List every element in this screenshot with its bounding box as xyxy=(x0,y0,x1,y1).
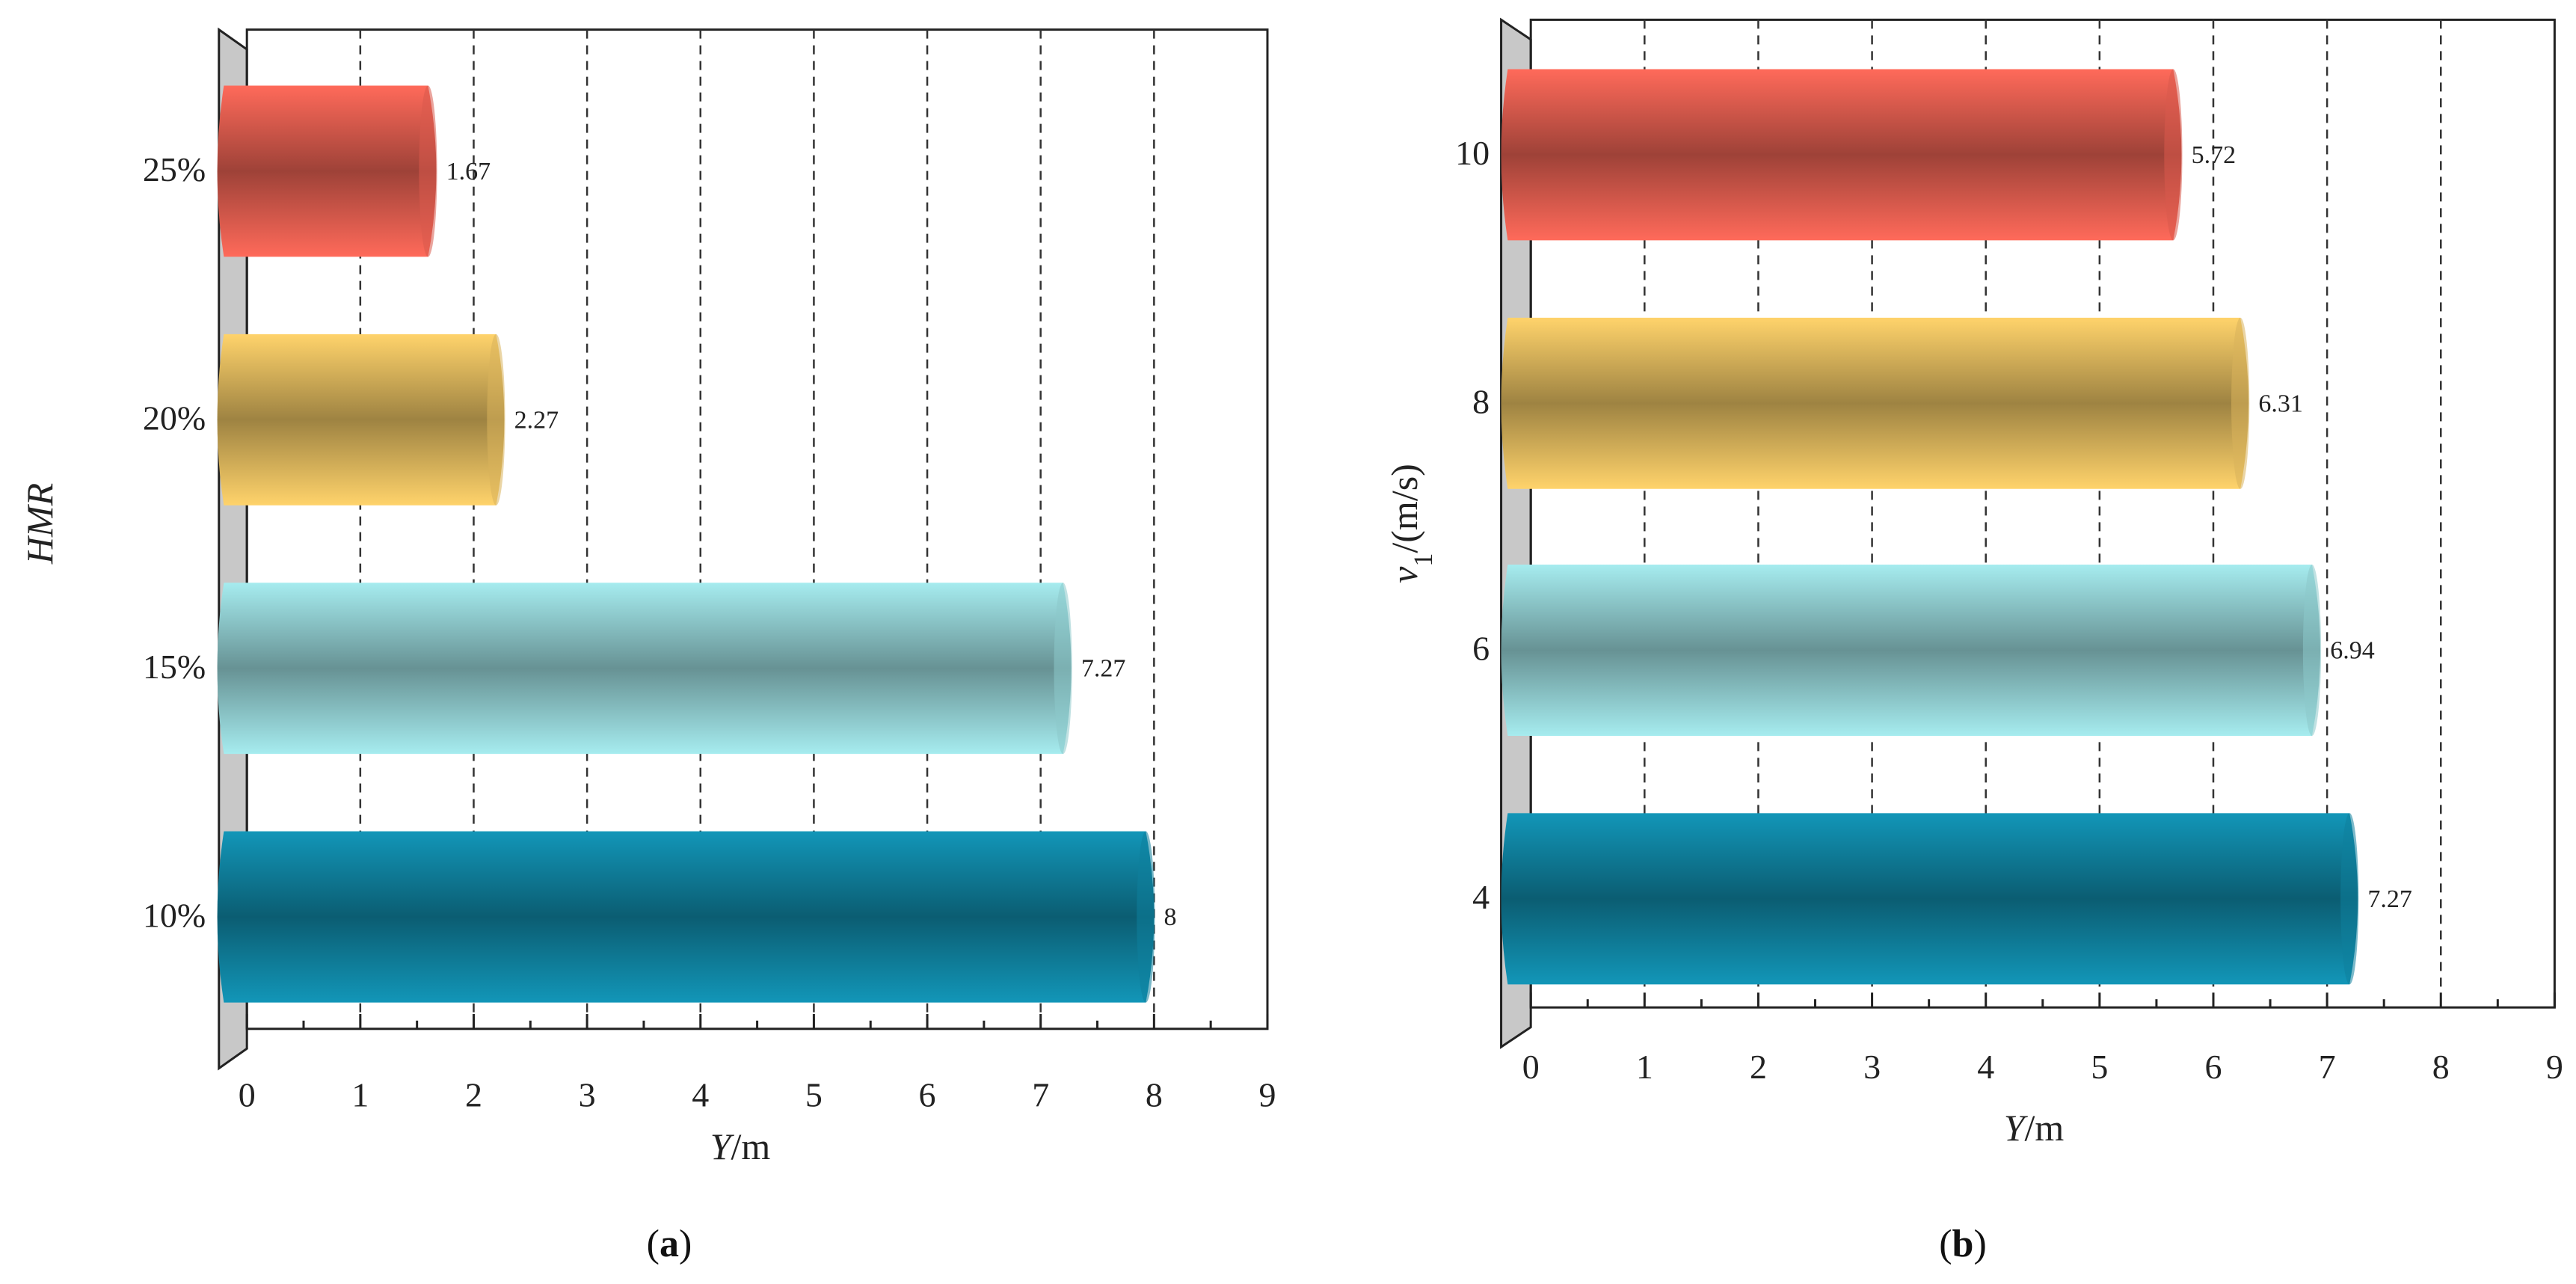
bar-cap-a xyxy=(1137,831,1155,1003)
value-label-b: 6.31 xyxy=(2258,390,2303,417)
category-label-a: 25% xyxy=(143,150,206,188)
bar-cap-b xyxy=(2231,317,2250,489)
x-tick-label-a: 4 xyxy=(692,1075,709,1113)
x-tick-label-b: 8 xyxy=(2432,1048,2450,1086)
bar-cap-b xyxy=(2340,813,2359,985)
chart-panel-b: v1/(m/s) Y/m (b) 0 1 2 3 4 5 6 7 8 9 5.72 10 6.31 8 6.… xyxy=(1383,17,2563,1265)
x-tick-label-b: 2 xyxy=(1750,1048,1767,1086)
value-label-b: 5.72 xyxy=(2192,141,2237,169)
x-tick-label-a: 0 xyxy=(239,1075,256,1113)
bar-cap-a xyxy=(1054,583,1072,755)
x-tick-label-a: 8 xyxy=(1146,1075,1163,1113)
category-label-b: 6 xyxy=(1472,630,1490,668)
value-label-b: 6.94 xyxy=(2330,637,2375,665)
bar-a-15% xyxy=(217,583,1072,755)
x-tick-label-b: 0 xyxy=(1522,1048,1540,1086)
x-tick-label-b: 9 xyxy=(2546,1048,2563,1086)
axis-back-wall-b xyxy=(1500,17,1532,1049)
x-tick-label-a: 6 xyxy=(919,1075,936,1113)
bar-cap-b xyxy=(2164,69,2183,241)
category-label-b: 4 xyxy=(1472,878,1490,916)
bar-b-8 xyxy=(1501,317,2249,489)
category-label-a: 15% xyxy=(143,648,206,686)
value-label-b: 7.27 xyxy=(2367,885,2412,913)
x-tick-label-a: 7 xyxy=(1032,1075,1049,1113)
axis-back-wall-a xyxy=(218,27,248,1071)
bar-cap-a xyxy=(419,85,437,257)
category-label-a: 20% xyxy=(143,399,206,437)
x-tick-label-a: 1 xyxy=(351,1075,369,1113)
x-tick-label-a: 5 xyxy=(805,1075,823,1113)
bar-a-10% xyxy=(217,831,1155,1003)
value-label-a: 8 xyxy=(1164,903,1177,931)
x-axis-title-b: Y/m xyxy=(2004,1107,2065,1149)
x-tick-label-a: 2 xyxy=(465,1075,482,1113)
x-tick-label-b: 1 xyxy=(1636,1048,1653,1086)
x-tick-label-a: 9 xyxy=(1258,1075,1276,1113)
x-axis-title-a: Y/m xyxy=(710,1125,771,1167)
bar-cap-b xyxy=(2302,565,2322,736)
category-label-b: 8 xyxy=(1472,383,1490,421)
caption-b: (b) xyxy=(1939,1223,1987,1265)
bar-cap-a xyxy=(487,334,505,506)
caption-a: (a) xyxy=(647,1223,692,1265)
bar-a-25% xyxy=(217,85,437,257)
bar-b-4 xyxy=(1501,813,2358,985)
chart-panel-a: HMR Y/m (a) 0 1 2 3 4 5 6 7 8 9 1.67 25% 2.27 20% 7.27… xyxy=(19,27,1276,1265)
x-tick-label-b: 7 xyxy=(2319,1048,2336,1086)
x-tick-label-b: 5 xyxy=(2091,1048,2108,1086)
x-tick-label-a: 3 xyxy=(579,1075,596,1113)
value-label-a: 7.27 xyxy=(1081,655,1126,683)
y-axis-title-a: HMR xyxy=(19,483,61,565)
bar-a-20% xyxy=(217,334,505,506)
value-label-a: 2.27 xyxy=(514,406,559,434)
x-tick-label-b: 4 xyxy=(1977,1048,1994,1086)
bar-b-10 xyxy=(1501,69,2182,241)
bar-b-6 xyxy=(1501,565,2320,736)
x-tick-label-b: 6 xyxy=(2204,1048,2222,1086)
x-tick-label-b: 3 xyxy=(1863,1048,1881,1086)
category-label-b: 10 xyxy=(1455,134,1490,172)
y-axis-title-b: v1/(m/s) xyxy=(1383,464,1438,583)
category-label-a: 10% xyxy=(143,896,206,934)
value-label-a: 1.67 xyxy=(446,158,491,185)
